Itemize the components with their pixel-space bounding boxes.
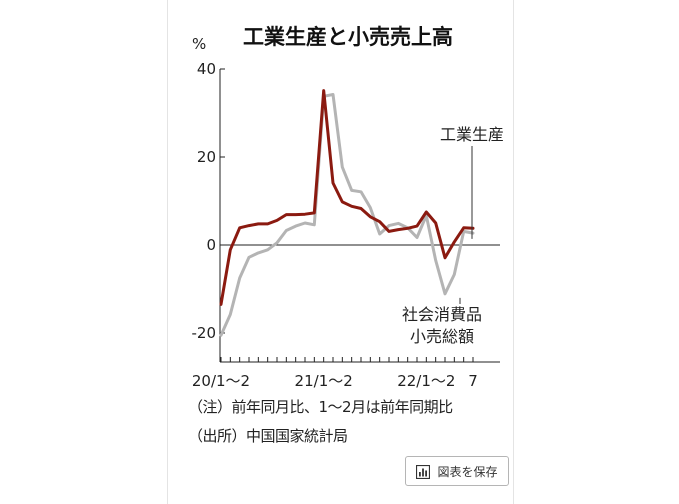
annotations: 工業生産 社会消費品 小売総額	[402, 125, 504, 346]
y-tick-label: -20	[192, 324, 217, 342]
chart-card: 工業生産と小売売上高 % 40 20 0 -20 20/1～2 21/1～2 22/1～2 7…	[167, 0, 514, 504]
chart: 工業生産と小売売上高 % 40 20 0 -20 20/1～2 21/1～2 22/1～2 7…	[192, 25, 505, 390]
industrial-production-line	[219, 89, 475, 306]
save-button-label: 図表を保存	[437, 464, 498, 479]
series-layer	[219, 89, 475, 337]
x-tick-label: 20/1～2	[192, 372, 250, 390]
industrial-series-label: 工業生産	[440, 125, 504, 144]
retail-series-label-line2: 小売総額	[410, 327, 474, 346]
x-tick-label: 22/1～2	[397, 372, 455, 390]
chart-note: （注）前年同月比、1～2月は前年同期比	[188, 398, 453, 416]
retail-series-label-line1: 社会消費品	[402, 305, 482, 324]
retail-sales-line	[219, 93, 475, 337]
axes: 40 20 0 -20 20/1～2 21/1～2 22/1～2 7	[192, 60, 500, 390]
x-tick-label: 21/1～2	[295, 372, 353, 390]
chart-icon	[416, 464, 431, 480]
y-unit-label: %	[192, 35, 206, 53]
y-tick-label: 0	[206, 236, 216, 254]
chart-title: 工業生産と小売売上高	[243, 25, 453, 49]
y-tick-label: 40	[197, 60, 216, 78]
y-tick-label: 20	[197, 148, 216, 166]
x-tick-label: 7	[468, 372, 478, 390]
chart-source: （出所）中国国家統計局	[188, 427, 348, 445]
save-chart-button[interactable]: 図表を保存	[405, 456, 509, 486]
